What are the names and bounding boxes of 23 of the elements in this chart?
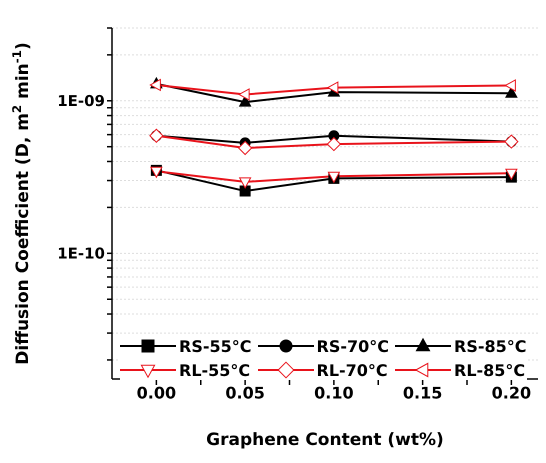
- point: [239, 177, 252, 188]
- legend-label: RL-85°C: [454, 360, 526, 380]
- point: [326, 137, 341, 152]
- x-tick-label: 0.00: [136, 383, 176, 402]
- y-tick-label: 1E-10: [57, 244, 105, 263]
- point: [240, 186, 251, 197]
- point: [238, 141, 252, 156]
- x-axis-title: Graphene Content (wt%): [206, 430, 444, 450]
- y-tick-label: 1E-09: [57, 92, 105, 110]
- point: [238, 88, 250, 100]
- x-tick-label: 0.10: [314, 383, 354, 402]
- legend-label: RL-55°C: [179, 360, 250, 380]
- x-tick-label: 0.05: [225, 383, 265, 402]
- point: [505, 168, 518, 180]
- point: [504, 79, 516, 92]
- legend-label: RL-70°C: [316, 360, 388, 380]
- legend-label: RS-85°C: [454, 336, 526, 356]
- point: [150, 78, 161, 91]
- x-tick-label: 0.20: [492, 383, 532, 402]
- x-tick-label: 0.15: [402, 383, 442, 402]
- point: [327, 82, 338, 94]
- legend-label: RS-55°C: [179, 336, 252, 356]
- legend-label: RS-70°C: [316, 336, 389, 356]
